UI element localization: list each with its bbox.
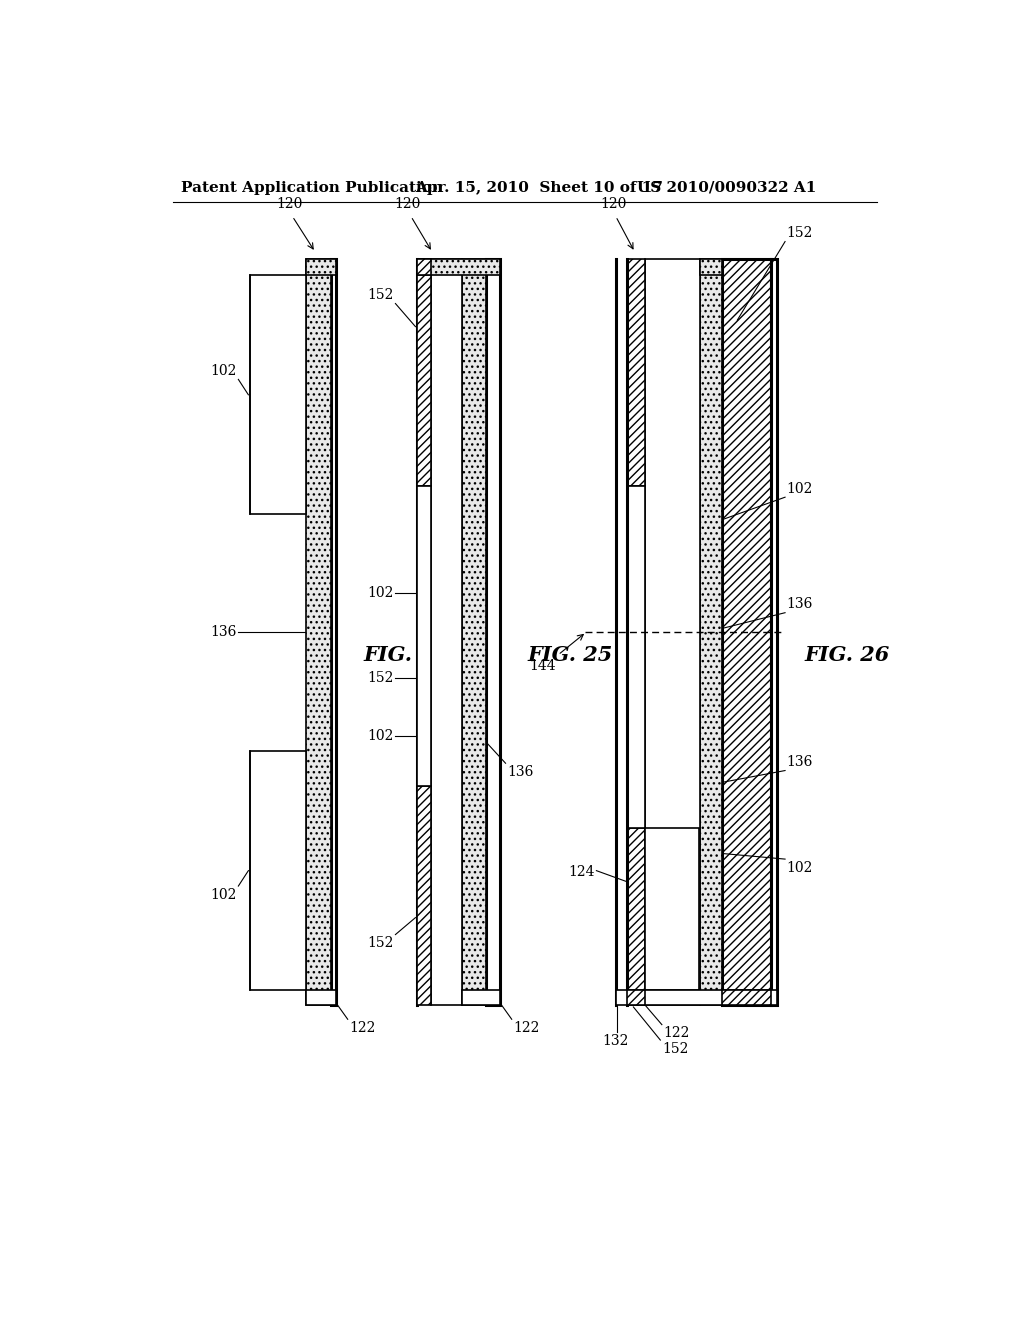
Bar bbox=[771, 259, 777, 1006]
Text: 120: 120 bbox=[394, 197, 421, 211]
Text: US 2010/0090322 A1: US 2010/0090322 A1 bbox=[637, 181, 816, 194]
Bar bbox=[700, 259, 722, 276]
Text: 152: 152 bbox=[786, 226, 813, 240]
Text: Apr. 15, 2010  Sheet 10 of 17: Apr. 15, 2010 Sheet 10 of 17 bbox=[416, 181, 664, 194]
Bar bbox=[306, 259, 336, 276]
Text: Patent Application Publication: Patent Application Publication bbox=[180, 181, 442, 194]
Bar bbox=[417, 259, 500, 276]
Text: 102: 102 bbox=[786, 861, 813, 875]
Bar bbox=[417, 259, 431, 486]
Text: 136: 136 bbox=[507, 764, 534, 779]
Bar bbox=[628, 259, 645, 486]
Text: FIG. 24: FIG. 24 bbox=[364, 645, 449, 665]
Bar bbox=[628, 990, 645, 1006]
Bar bbox=[645, 829, 698, 990]
Text: FIG. 25: FIG. 25 bbox=[527, 645, 612, 665]
Bar bbox=[417, 486, 431, 785]
Text: 102: 102 bbox=[786, 482, 813, 496]
Bar bbox=[462, 990, 500, 1006]
Bar bbox=[306, 990, 336, 1006]
Bar bbox=[486, 259, 500, 1006]
Bar bbox=[250, 276, 306, 515]
Text: 152: 152 bbox=[662, 1041, 688, 1056]
Text: 122: 122 bbox=[349, 1020, 376, 1035]
Text: 102: 102 bbox=[211, 887, 237, 902]
Text: 122: 122 bbox=[664, 1026, 690, 1040]
Bar bbox=[462, 259, 486, 1006]
Text: 102: 102 bbox=[211, 364, 237, 378]
Bar bbox=[306, 259, 331, 1006]
Text: 120: 120 bbox=[600, 197, 627, 211]
Text: 152: 152 bbox=[368, 936, 394, 950]
Text: 102: 102 bbox=[368, 729, 394, 743]
Text: FIG. 26: FIG. 26 bbox=[804, 645, 890, 665]
Text: 124: 124 bbox=[568, 865, 595, 879]
Text: 122: 122 bbox=[513, 1020, 540, 1035]
Bar bbox=[615, 990, 777, 1006]
Bar bbox=[628, 829, 645, 1006]
Bar bbox=[645, 259, 700, 1006]
Bar bbox=[722, 259, 771, 1006]
Text: 136: 136 bbox=[786, 597, 813, 611]
Bar bbox=[431, 259, 462, 1006]
Bar bbox=[722, 990, 771, 1006]
Bar bbox=[417, 785, 431, 1006]
Bar bbox=[417, 259, 431, 276]
Bar bbox=[250, 751, 306, 990]
Bar bbox=[700, 259, 722, 1006]
Text: 136: 136 bbox=[786, 755, 813, 770]
Bar bbox=[331, 259, 336, 1006]
Text: 152: 152 bbox=[368, 671, 394, 685]
Text: 144: 144 bbox=[529, 659, 556, 673]
Text: 152: 152 bbox=[368, 288, 394, 302]
Bar bbox=[628, 486, 645, 829]
Text: 120: 120 bbox=[276, 197, 302, 211]
Text: 132: 132 bbox=[602, 1034, 629, 1048]
Text: 136: 136 bbox=[211, 624, 237, 639]
Text: 102: 102 bbox=[368, 586, 394, 601]
